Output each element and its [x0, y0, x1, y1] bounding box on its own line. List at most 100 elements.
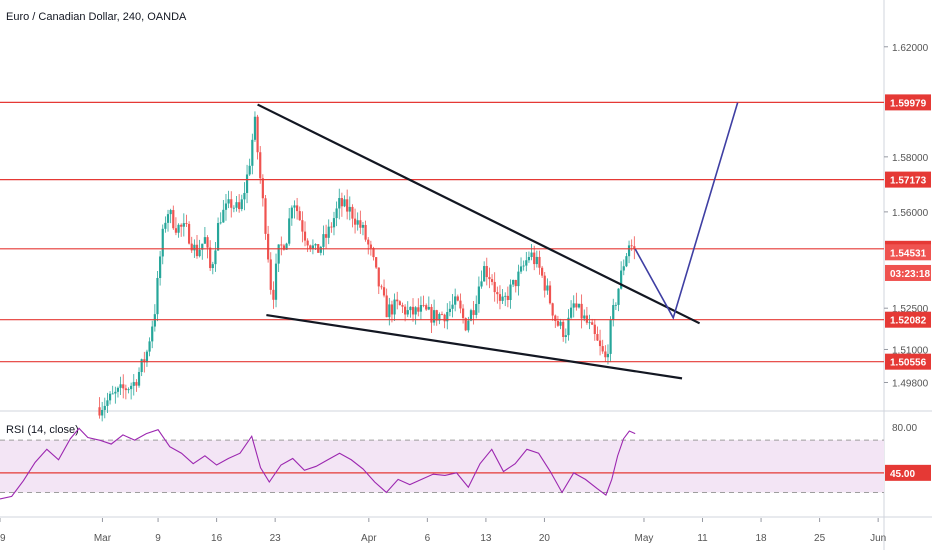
candle [398, 300, 401, 306]
candle-body [145, 351, 149, 363]
candle [219, 212, 222, 225]
candle [356, 212, 359, 231]
candle-body [153, 314, 156, 327]
candle-body [393, 299, 396, 315]
candle-body [614, 304, 617, 306]
candle [377, 267, 380, 295]
candle-body [164, 222, 167, 229]
candle [264, 194, 267, 240]
candle-body [351, 206, 354, 219]
candle-body [201, 243, 204, 250]
time-axis-label: Mar [94, 533, 112, 544]
candle-body [314, 244, 317, 246]
candle [364, 220, 367, 242]
candle-body [222, 209, 225, 223]
candle [367, 237, 370, 255]
candle [411, 298, 415, 322]
candle-body [417, 307, 420, 312]
candle [327, 219, 330, 245]
candle [472, 300, 475, 325]
candle-body [512, 279, 515, 285]
candle [195, 235, 199, 259]
candle [272, 281, 275, 309]
candle-body [135, 382, 138, 386]
candle [245, 164, 249, 204]
price-axis-label: 1.62000 [892, 43, 929, 54]
candle-body [238, 202, 241, 210]
candle-body [440, 314, 444, 315]
candle [614, 302, 617, 310]
candle [538, 250, 541, 275]
time-axis-label: Jun [870, 533, 886, 544]
candle [506, 286, 509, 308]
candle-body [409, 306, 412, 311]
candle [180, 223, 183, 237]
candle-body [454, 296, 457, 305]
candle [106, 392, 109, 413]
current-price-tag-bg [885, 264, 931, 281]
candle-body [340, 198, 343, 207]
candle-body [137, 372, 141, 386]
candle-body [493, 281, 496, 293]
candle-body [396, 299, 399, 302]
candle-body [103, 405, 106, 410]
candle-body [541, 267, 544, 276]
candle-body [232, 207, 235, 209]
candle [156, 270, 159, 322]
candle-body [216, 223, 220, 251]
candle [359, 210, 362, 234]
candle-body [625, 256, 628, 267]
candle [111, 385, 114, 395]
chart-title: Euro / Canadian Dollar, 240, OANDA [6, 11, 187, 23]
candle [556, 315, 560, 327]
candle [530, 244, 533, 261]
candle-body [564, 335, 567, 338]
candle-body [514, 279, 517, 287]
time-axis-label: 18 [755, 533, 767, 544]
candle [541, 265, 544, 278]
candle-body [132, 382, 135, 386]
candle-body [277, 244, 280, 264]
candle [577, 303, 581, 309]
candle [282, 243, 286, 251]
candle [375, 257, 378, 269]
candle-body [169, 210, 172, 215]
candle [103, 397, 106, 419]
candle [501, 288, 504, 305]
candle-body [461, 308, 465, 319]
candle-body [567, 317, 570, 336]
level-price-tag-bg [885, 311, 931, 328]
candle [269, 252, 272, 295]
candle [419, 296, 423, 320]
candle-body [554, 315, 557, 321]
candle [409, 306, 412, 318]
candle-body [588, 322, 591, 324]
candle-body [612, 305, 615, 320]
candle-body [108, 393, 112, 401]
candle-body [259, 152, 262, 179]
candle [456, 294, 459, 302]
candle-body [459, 300, 462, 309]
candle-body [367, 239, 370, 245]
candle-body [209, 247, 212, 269]
candle [601, 339, 604, 354]
candle [253, 111, 257, 142]
candle-body [475, 303, 478, 315]
time-axis-label: 20 [539, 533, 551, 544]
candle-body [156, 277, 159, 315]
candle-body [324, 234, 328, 238]
candle-body [488, 277, 491, 280]
candle-body [343, 199, 346, 207]
candle-body [332, 218, 336, 228]
price-axis-label: 1.56000 [892, 208, 929, 219]
candle-body [356, 220, 359, 225]
candle [519, 257, 523, 274]
candle-body [535, 256, 538, 265]
trend-line [257, 103, 701, 325]
candle-body [166, 214, 170, 223]
candle [459, 293, 462, 314]
candle-body [174, 228, 178, 233]
price-axis-label: 1.58000 [892, 153, 929, 164]
candle [232, 205, 235, 213]
